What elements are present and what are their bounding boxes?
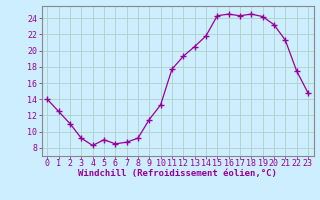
- X-axis label: Windchill (Refroidissement éolien,°C): Windchill (Refroidissement éolien,°C): [78, 169, 277, 178]
